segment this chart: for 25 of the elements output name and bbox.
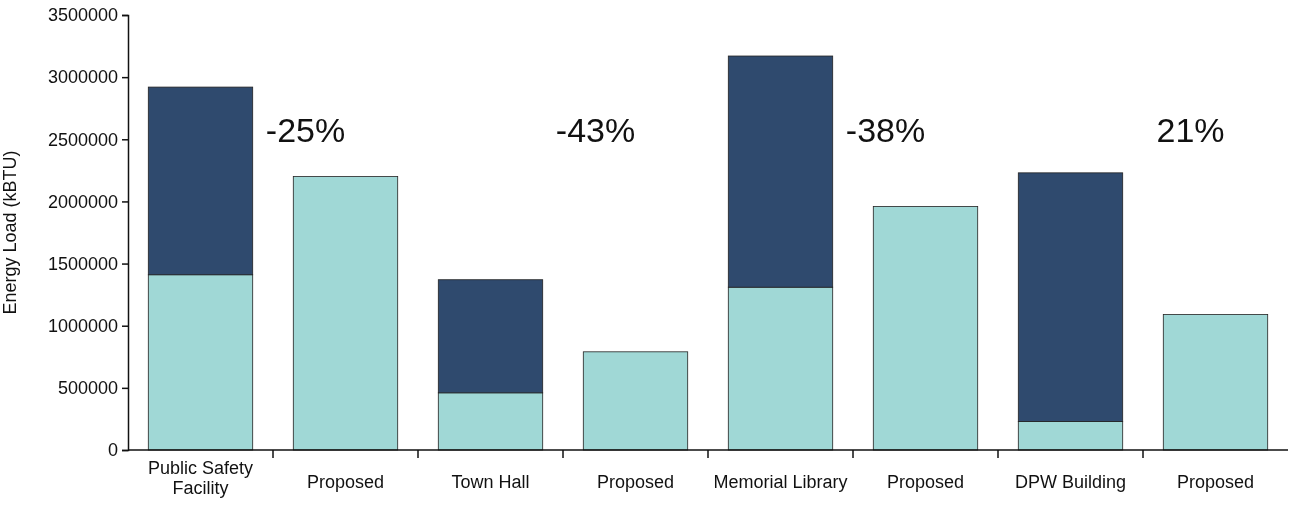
bar xyxy=(1162,314,1269,451)
y-tick-label: 2000000 xyxy=(47,191,118,212)
annotation: 21% xyxy=(1156,111,1225,149)
x-tick-label: Proposed xyxy=(1176,472,1255,492)
x-tick-label: Memorial Library xyxy=(713,472,848,492)
x-tick-label: Public Safety Facility xyxy=(147,458,254,498)
y-axis-title: Energy Load (kBTU) xyxy=(0,150,20,315)
x-tick-label: Proposed xyxy=(306,472,385,492)
annotation: -38% xyxy=(845,111,926,149)
y-tick-label: 1500000 xyxy=(47,253,118,274)
y-tick-label: 3500000 xyxy=(47,5,118,26)
y-tick-label: 0 xyxy=(107,440,118,461)
bar xyxy=(292,176,399,451)
annotation: -43% xyxy=(555,111,636,149)
annotation: -25% xyxy=(265,111,346,149)
y-tick-label: 2500000 xyxy=(47,129,118,150)
x-tick-label: Proposed xyxy=(886,472,965,492)
bar xyxy=(872,206,979,451)
x-tick-label: Proposed xyxy=(596,472,675,492)
x-tick-label: DPW Building xyxy=(1014,472,1127,492)
y-tick-label: 1000000 xyxy=(47,315,118,336)
y-tick-label: 3000000 xyxy=(47,67,118,88)
x-tick-label: Town Hall xyxy=(451,472,530,492)
bar xyxy=(582,351,689,451)
y-tick-label: 500000 xyxy=(57,378,118,399)
